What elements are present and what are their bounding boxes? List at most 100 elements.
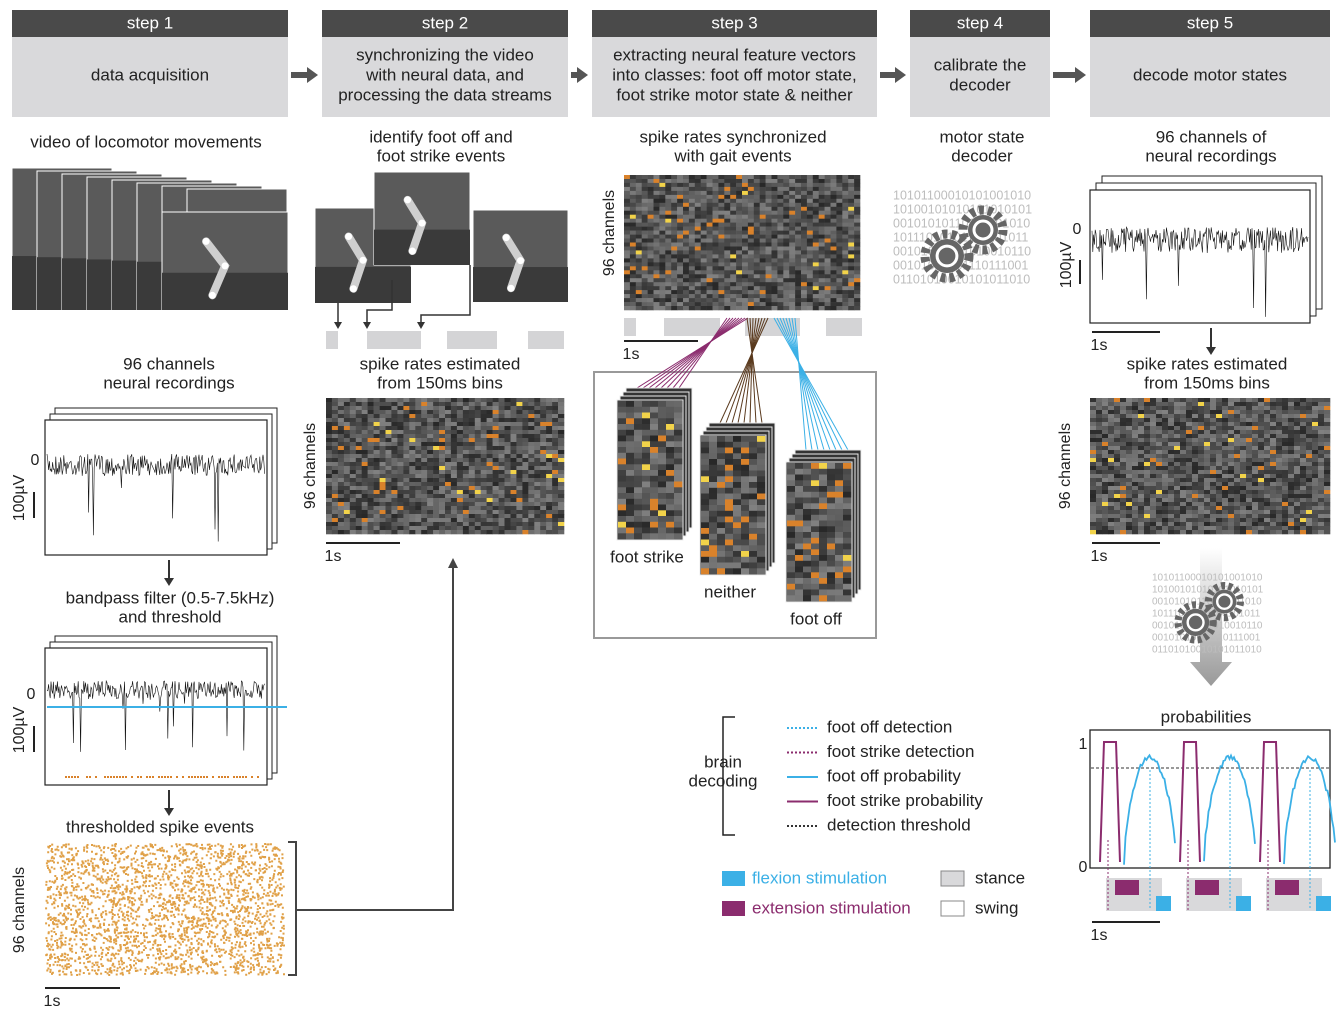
cell [1324, 466, 1330, 470]
cell [835, 486, 843, 492]
cell [463, 458, 469, 462]
cell [1306, 494, 1312, 498]
cell [391, 526, 397, 530]
cell [741, 494, 749, 500]
cell [634, 516, 642, 522]
cell [1240, 398, 1246, 402]
cell [1192, 410, 1198, 414]
cell [760, 199, 766, 203]
cell [783, 183, 789, 187]
cell [1306, 446, 1312, 450]
cell [1102, 490, 1108, 494]
cell [1198, 426, 1204, 430]
cell [630, 258, 636, 262]
cell [511, 466, 517, 470]
class-link [720, 318, 768, 423]
cell [338, 490, 344, 494]
cell [624, 183, 630, 187]
cell [733, 499, 741, 505]
cell [1156, 522, 1162, 526]
cell [1276, 470, 1282, 474]
cell [457, 470, 463, 474]
cell [757, 482, 765, 488]
cell [1294, 438, 1300, 442]
cell [766, 179, 772, 183]
cell [1252, 514, 1258, 518]
cell [730, 187, 736, 191]
cell [457, 410, 463, 414]
cell [835, 492, 843, 498]
cell [701, 551, 709, 557]
cell [1264, 526, 1270, 530]
cell [1324, 414, 1330, 418]
cell [677, 179, 683, 183]
cell [1198, 422, 1204, 426]
cell [659, 294, 665, 298]
cell [1180, 514, 1186, 518]
cell [1228, 506, 1234, 510]
cell [326, 530, 332, 534]
cell [1252, 518, 1258, 522]
cell [777, 294, 783, 298]
cell [528, 458, 534, 462]
cell [1120, 414, 1126, 418]
cell [748, 290, 754, 294]
cell [386, 410, 392, 414]
cell [528, 466, 534, 470]
cell [505, 466, 511, 470]
cell [1288, 506, 1294, 510]
cell [666, 459, 674, 465]
cell [848, 258, 854, 262]
cell [1186, 418, 1192, 422]
cell [1138, 430, 1144, 434]
cell [558, 486, 564, 490]
cell [665, 219, 671, 223]
cell [783, 179, 789, 183]
cell [493, 526, 499, 530]
cell [795, 567, 803, 573]
cell [1294, 530, 1300, 534]
cell [368, 398, 374, 402]
spike-dot [206, 776, 208, 778]
cell [674, 430, 682, 436]
cell [1306, 442, 1312, 446]
cell [1222, 482, 1228, 486]
cell [1270, 510, 1276, 514]
cell [1294, 426, 1300, 430]
cell [1180, 422, 1186, 426]
cell [772, 286, 778, 290]
cell [730, 278, 736, 282]
cell [463, 418, 469, 422]
cell [1252, 450, 1258, 454]
cell [469, 442, 475, 446]
cell [499, 406, 505, 410]
cell [421, 498, 427, 502]
cell [1294, 474, 1300, 478]
cell [749, 534, 757, 540]
cell [642, 231, 648, 235]
cell [1090, 498, 1096, 502]
cell [1276, 454, 1282, 458]
cell [665, 274, 671, 278]
cell [1216, 430, 1222, 434]
cell [505, 462, 511, 466]
cell [1318, 446, 1324, 450]
cell [801, 290, 807, 294]
cell [558, 398, 564, 402]
cell [760, 306, 766, 310]
cell [813, 294, 819, 298]
cell [777, 231, 783, 235]
cell [558, 426, 564, 430]
cell [677, 187, 683, 191]
cell [766, 262, 772, 266]
cell [634, 459, 642, 465]
cell [642, 223, 648, 227]
cell [1246, 506, 1252, 510]
cell [528, 426, 534, 430]
cell [742, 262, 748, 266]
cell [1162, 442, 1168, 446]
heatmap [618, 401, 682, 539]
cell [552, 490, 558, 494]
cell [654, 231, 660, 235]
cell [475, 498, 481, 502]
